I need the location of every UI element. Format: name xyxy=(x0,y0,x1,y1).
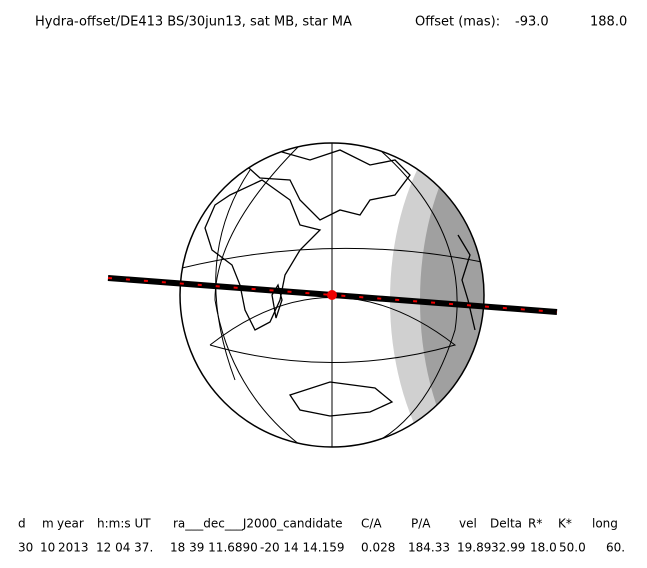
table-cell: 18.0 xyxy=(530,541,557,555)
data-table: d m year h:m:s UT ra___dec___J2000_candidate… xyxy=(18,517,625,555)
americas xyxy=(457,234,476,331)
table-cell: 2013 xyxy=(58,541,89,555)
offset-label: Offset (mas): xyxy=(415,15,500,30)
antarctica xyxy=(288,381,394,417)
column-header: Delta xyxy=(490,517,522,531)
eurasia xyxy=(238,149,411,221)
column-header: d xyxy=(18,517,26,531)
parallel xyxy=(181,247,483,269)
coastlines xyxy=(204,149,476,417)
parallel xyxy=(209,297,457,363)
closest-approach xyxy=(327,290,337,300)
meridian xyxy=(215,169,251,381)
column-header: K* xyxy=(558,517,572,531)
table-cell: 32.99 xyxy=(491,541,525,555)
table-cell: 30 xyxy=(18,541,33,555)
table-cell: 184.33 xyxy=(408,541,450,555)
column-header: m xyxy=(42,517,54,531)
globe-limb xyxy=(179,142,485,448)
column-header: long xyxy=(592,517,618,531)
table-cell: 50.0 xyxy=(559,541,586,555)
column-header: year xyxy=(57,517,84,531)
table-cell: 60. xyxy=(606,541,625,555)
track-marks xyxy=(107,277,558,313)
column-header: R* xyxy=(528,517,542,531)
meridian xyxy=(214,144,301,446)
offset-value: 188.0 xyxy=(590,15,627,30)
graticule xyxy=(181,143,483,447)
night xyxy=(420,143,484,447)
column-header: P/A xyxy=(411,517,431,531)
title: Hydra-offset/DE413 BS/30jun13, sat MB, s… xyxy=(35,15,352,30)
table-cell: 0.028 xyxy=(361,541,395,555)
africa xyxy=(204,179,322,331)
shadow-track xyxy=(107,275,558,315)
table-cell: 10 xyxy=(40,541,55,555)
column-header: C/A xyxy=(361,517,382,531)
column-header: h:m:s UT xyxy=(97,517,151,531)
table-cell: 12 04 37. xyxy=(96,541,153,555)
table-cell: 19.89 xyxy=(457,541,491,555)
column-header: ra___dec___J2000_candidate xyxy=(173,517,343,531)
table-cell: 18 39 11.6890 xyxy=(170,541,258,555)
column-header: vel xyxy=(459,517,477,531)
table-cell: -20 14 14.159 xyxy=(260,541,345,555)
meridian xyxy=(379,149,458,441)
offset-value: -93.0 xyxy=(515,15,549,30)
header: Hydra-offset/DE413 BS/30jun13, sat MB, s… xyxy=(35,15,627,30)
